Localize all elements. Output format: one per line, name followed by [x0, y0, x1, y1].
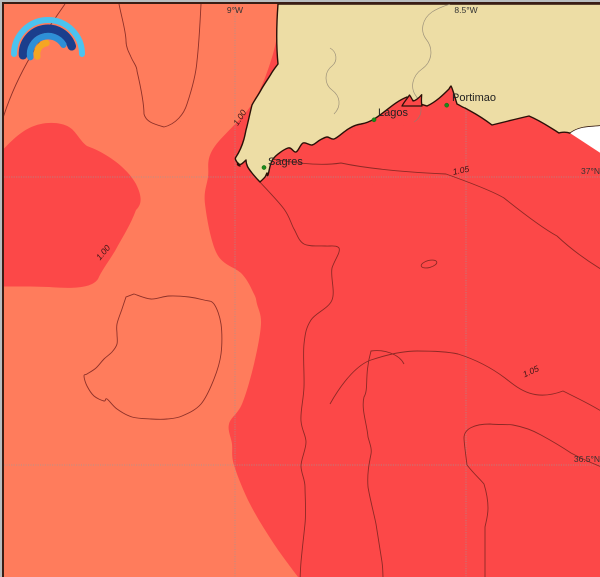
svg-text:9°W: 9°W — [227, 5, 243, 15]
svg-text:Portimao: Portimao — [452, 92, 496, 104]
svg-text:Sagres: Sagres — [268, 156, 303, 168]
svg-text:Lagos: Lagos — [378, 107, 408, 119]
svg-text:36.5°N: 36.5°N — [574, 454, 600, 464]
svg-text:37°N: 37°N — [581, 166, 600, 176]
svg-text:8.5°W: 8.5°W — [454, 5, 477, 15]
